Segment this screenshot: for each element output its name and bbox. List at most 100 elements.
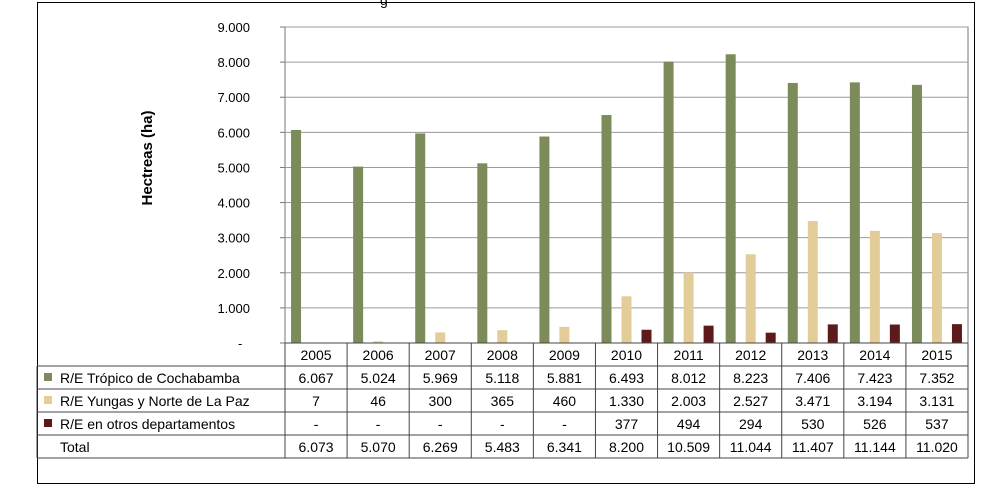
bar-series-2-2010 [621, 296, 632, 343]
data-label: - [438, 416, 443, 432]
data-label: 2.527 [733, 393, 768, 409]
data-label: 3.471 [795, 393, 830, 409]
data-label: 11.020 [916, 439, 958, 455]
bar-series-2-2012 [745, 254, 756, 343]
bar-series-3-2011 [703, 325, 714, 343]
bar-series-1-2009 [539, 136, 550, 343]
data-label: - [376, 416, 381, 432]
bar-series-1-2014 [849, 82, 860, 343]
data-label: 7 [312, 393, 320, 409]
data-label: 300 [429, 393, 453, 409]
bar-series-3-2010 [641, 329, 652, 343]
data-label: 530 [801, 416, 825, 432]
data-label: 11.044 [730, 439, 772, 455]
y-tick-label: - [238, 336, 242, 351]
y-tick-label: 6.000 [217, 125, 250, 140]
bar-series-1-2013 [787, 82, 798, 344]
data-label: 7.423 [857, 370, 892, 386]
chart-title-fragment: g [380, 0, 388, 8]
y-tick-label: 1.000 [217, 301, 250, 316]
data-table: 2005 2006 2007 2008 2009 2010 2011 2012 2013 2014… [36, 342, 969, 459]
bar-series-2-2006 [373, 341, 384, 343]
data-label: 6.073 [299, 439, 334, 455]
x-tick-label: 2008 [487, 347, 518, 363]
data-label: 460 [553, 393, 577, 409]
bar-series-1-2015 [911, 84, 922, 344]
y-tick-label: 7.000 [217, 90, 250, 105]
legend-swatch [44, 396, 52, 404]
legend-entry: R/E Yungas y Norte de La Paz [60, 393, 250, 409]
bar-series-1-2007 [415, 133, 426, 343]
data-label: 46 [370, 393, 386, 409]
data-label: 8.223 [733, 370, 768, 386]
data-label: 526 [863, 416, 887, 432]
data-label: 365 [491, 393, 515, 409]
plot-area [284, 26, 969, 344]
data-label: 537 [925, 416, 949, 432]
x-tick-label: 2010 [611, 347, 642, 363]
chart-frame [37, 2, 975, 484]
legend-swatch [44, 373, 52, 381]
x-tick-label: 2012 [735, 347, 766, 363]
data-label: 377 [615, 416, 639, 432]
legend-entry: R/E en otros departamentos [60, 416, 235, 432]
bar-series-1-2011 [663, 61, 674, 343]
data-label: 11.144 [854, 439, 896, 455]
x-tick-label: 2011 [674, 347, 704, 363]
bar-series-3-2013 [827, 324, 838, 343]
data-label: 6.341 [547, 439, 582, 455]
total-row-label: Total [60, 439, 90, 455]
gridlines [284, 26, 969, 344]
bar-series-1-2008 [477, 163, 488, 343]
data-label: 6.493 [609, 370, 644, 386]
y-tick-label: 9.000 [217, 20, 250, 35]
data-label: 8.200 [609, 439, 644, 455]
data-label: 5.070 [361, 439, 396, 455]
legend-entry: R/E Trópico de Cochabamba [60, 370, 240, 386]
y-tick-label: 3.000 [217, 231, 250, 246]
x-tick-label: 2015 [921, 347, 952, 363]
data-label: 7.406 [795, 370, 830, 386]
data-label: - [562, 416, 567, 432]
data-label: 7.352 [919, 370, 954, 386]
x-tick-label: 2013 [797, 347, 828, 363]
bar-series-1-2012 [725, 54, 736, 343]
data-label: 5.969 [423, 370, 458, 386]
bar-series-3-2015 [951, 324, 962, 343]
y-axis: - 1.000 2.000 3.000 4.000 5.000 6.000 7.000 8.00… [217, 20, 285, 351]
data-label: 3.131 [919, 393, 954, 409]
x-tick-label: 2005 [300, 347, 331, 363]
data-label: 294 [739, 416, 763, 432]
data-label: 10.509 [667, 439, 710, 455]
data-label: 2.003 [671, 393, 706, 409]
y-tick-label: 8.000 [217, 55, 250, 70]
data-label: 5.024 [361, 370, 396, 386]
bar-series-1-2005 [291, 129, 302, 343]
data-label: 11.407 [792, 439, 834, 455]
data-label: 6.067 [299, 370, 334, 386]
data-label: 6.269 [423, 439, 458, 455]
y-axis-label: Hectreas (ha) [139, 110, 156, 205]
data-label: 8.012 [671, 370, 706, 386]
data-label: 3.194 [857, 393, 892, 409]
bar-series-2-2013 [807, 221, 818, 343]
bar-series-2-2009 [559, 326, 570, 343]
data-label: 5.881 [547, 370, 582, 386]
bar-series-3-2012 [765, 332, 776, 343]
bar-series-2-2014 [869, 230, 880, 343]
bar-series-2-2008 [497, 330, 508, 343]
y-tick-label: 4.000 [217, 196, 250, 211]
x-tick-label: 2006 [363, 347, 394, 363]
data-label: - [500, 416, 505, 432]
x-tick-label: 2014 [859, 347, 890, 363]
bar-series-1-2006 [353, 166, 364, 343]
y-tick-label: 5.000 [217, 160, 250, 175]
x-tick-label: 2009 [549, 347, 580, 363]
bar-series-2-2007 [435, 332, 446, 343]
bar-series-2-2011 [683, 272, 694, 343]
data-label: 5.483 [485, 439, 520, 455]
data-label: 1.330 [609, 393, 644, 409]
bar-series-2-2015 [931, 233, 942, 343]
legend-swatch [44, 419, 52, 427]
